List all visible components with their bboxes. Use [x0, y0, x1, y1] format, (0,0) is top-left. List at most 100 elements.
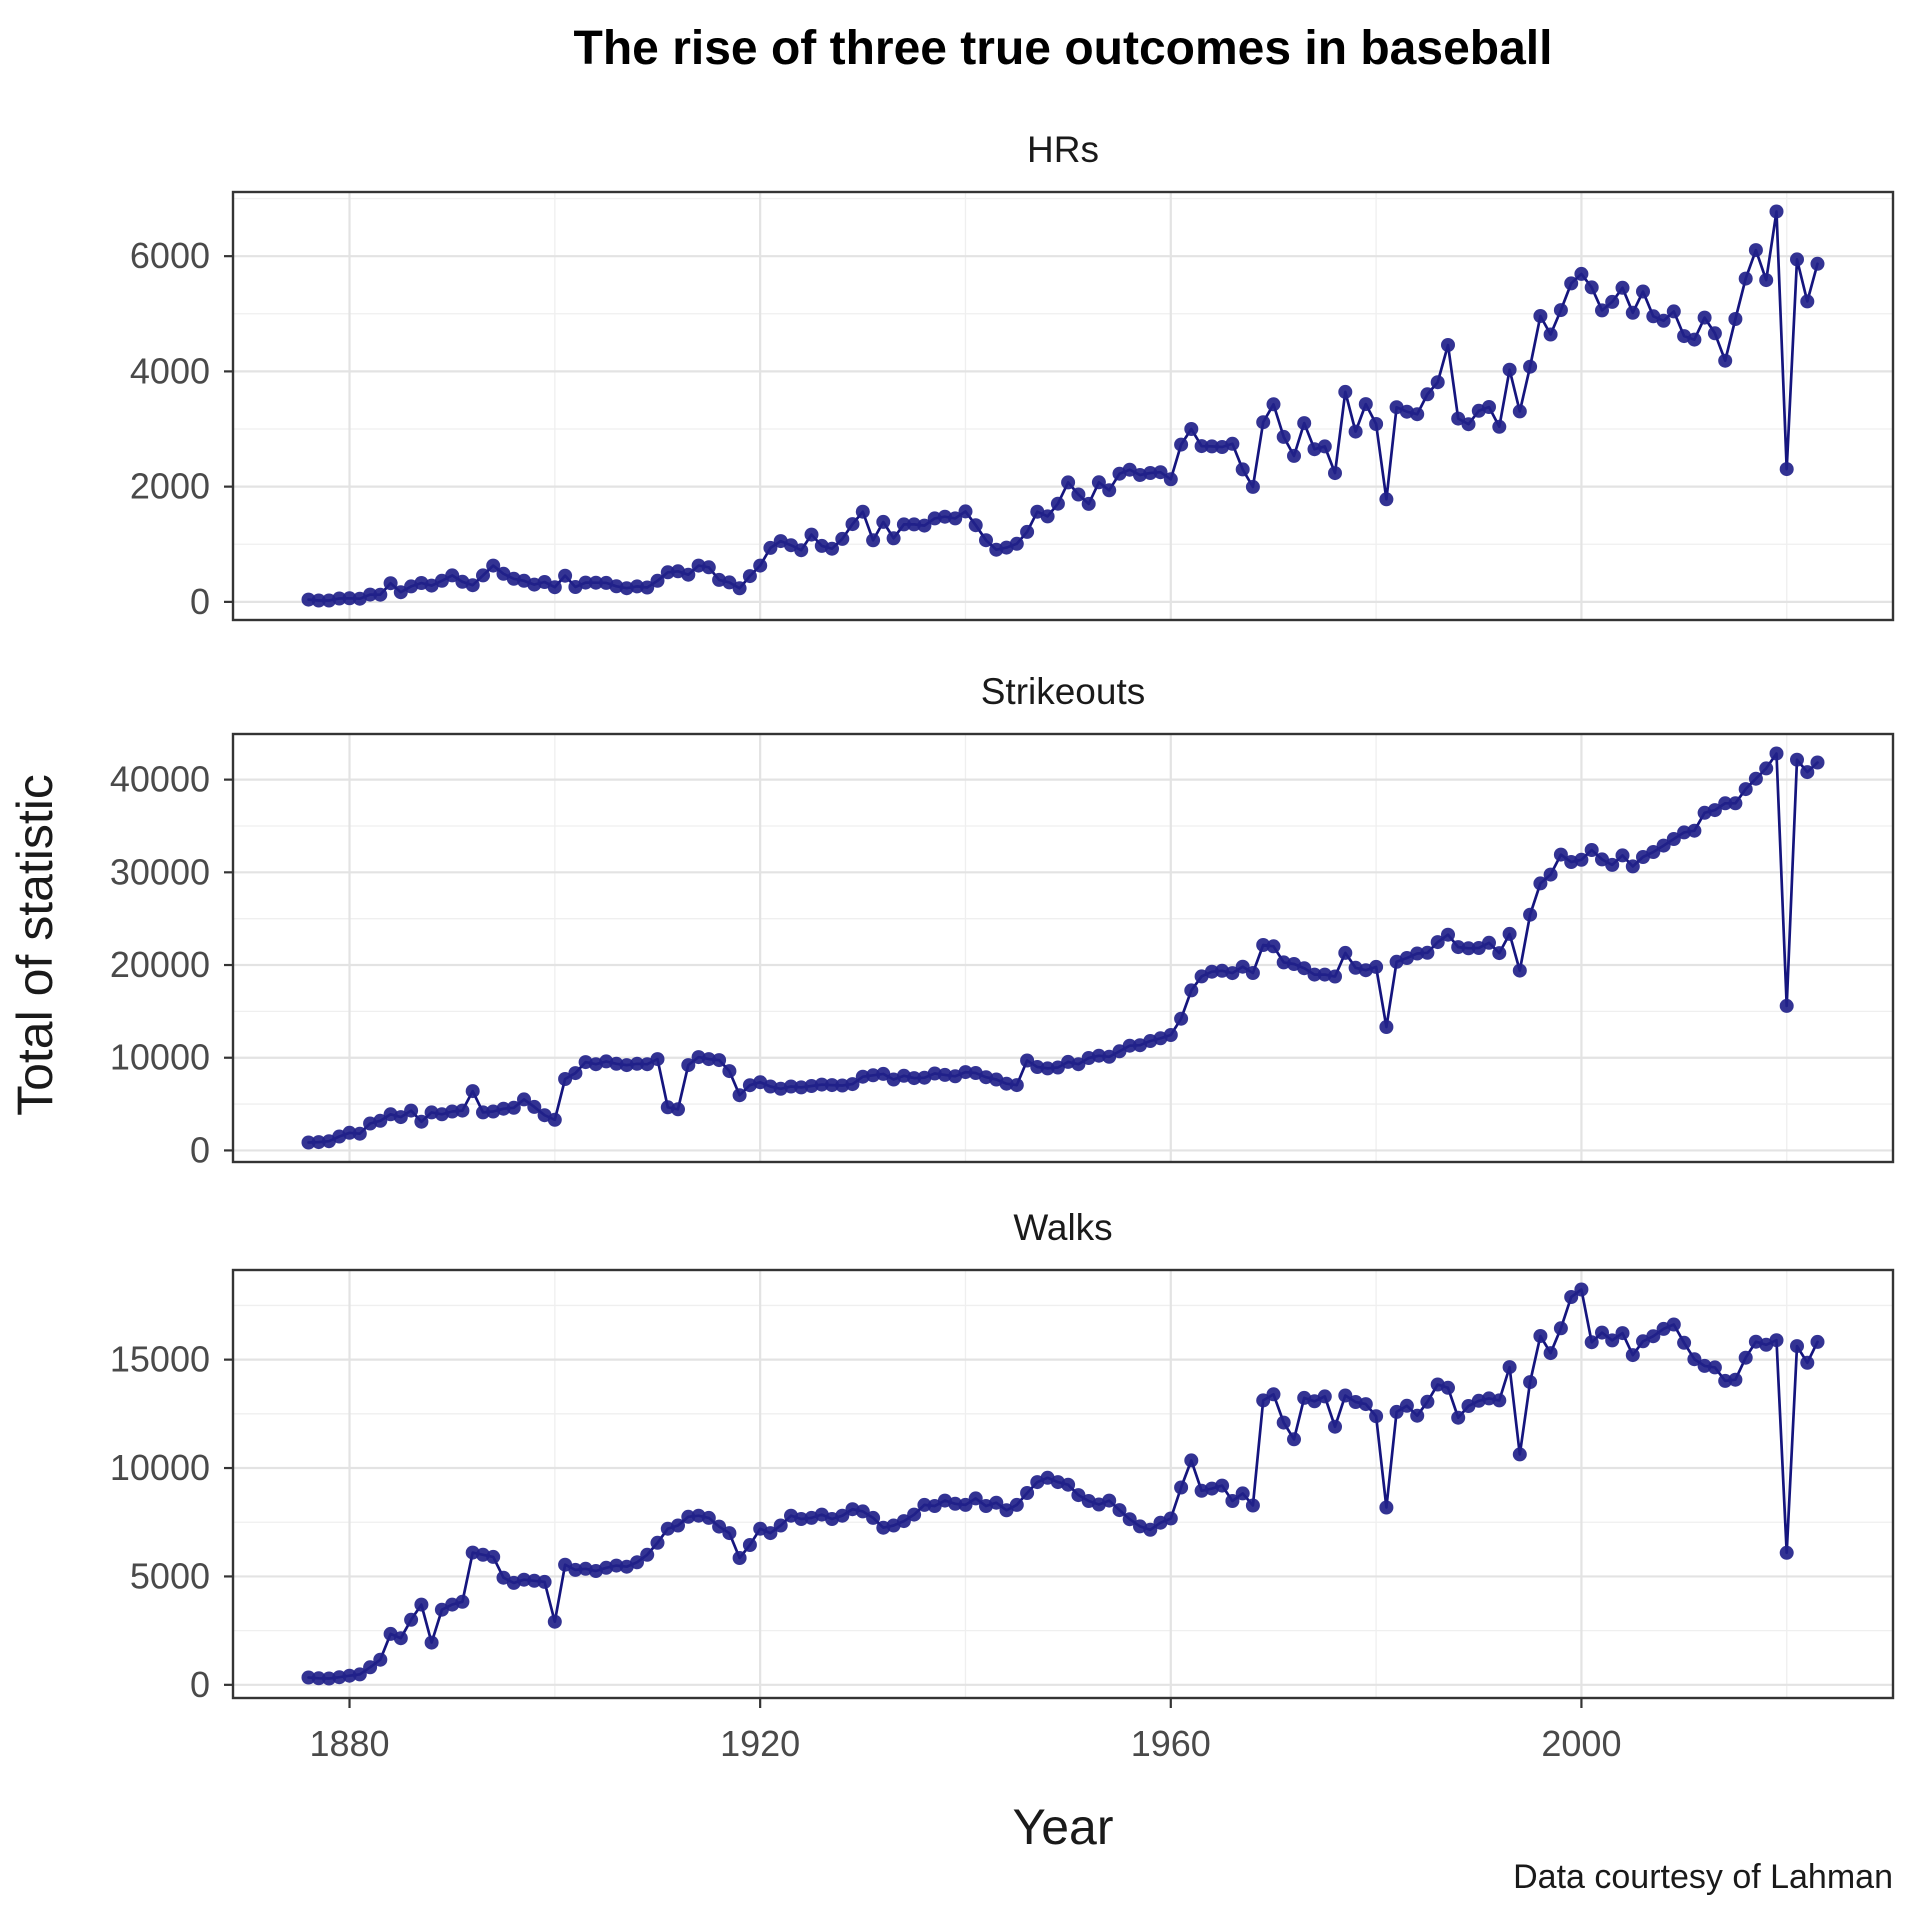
data-point — [1564, 1290, 1579, 1304]
data-point — [927, 1066, 942, 1081]
data-point — [558, 1557, 573, 1572]
data-point — [1523, 359, 1538, 374]
data-point — [1204, 964, 1219, 979]
data-point — [1738, 1350, 1753, 1365]
data-point — [1759, 273, 1774, 288]
data-point — [619, 1058, 634, 1073]
data-point — [547, 1112, 562, 1127]
data-point — [1040, 1061, 1055, 1076]
data-point — [1441, 1380, 1455, 1395]
data-point — [414, 1597, 429, 1612]
data-point — [1102, 483, 1117, 498]
data-point — [1759, 761, 1774, 776]
data-point — [1461, 417, 1476, 432]
data-point — [1112, 1044, 1127, 1059]
data-point — [1112, 1503, 1127, 1518]
data-point — [968, 518, 983, 533]
data-point — [373, 587, 388, 602]
data-point — [465, 1084, 480, 1099]
data-point — [1810, 256, 1825, 271]
data-point — [640, 1547, 655, 1562]
data-point — [568, 1562, 583, 1577]
data-point — [1122, 1038, 1137, 1053]
data-point — [476, 1105, 490, 1120]
data-point — [527, 1573, 542, 1588]
data-point — [742, 569, 757, 584]
data-point — [486, 1549, 501, 1564]
data-point — [1800, 1355, 1815, 1370]
data-point — [1625, 305, 1640, 320]
data-point — [1266, 939, 1281, 954]
data-point — [373, 1652, 388, 1667]
data-point — [712, 1519, 727, 1534]
data-point — [1379, 1500, 1394, 1515]
data-point — [784, 1079, 798, 1094]
y-tick-label: 40000 — [110, 759, 210, 800]
data-point — [1769, 1333, 1784, 1348]
data-point — [609, 1056, 624, 1071]
data-point — [1256, 415, 1271, 430]
data-point — [1553, 847, 1568, 862]
data-point — [1656, 313, 1671, 328]
data-point — [958, 504, 973, 519]
data-point — [1204, 439, 1219, 454]
data-point — [1225, 966, 1240, 981]
data-point — [1615, 280, 1630, 295]
data-point — [681, 1509, 696, 1524]
data-point — [311, 1135, 326, 1150]
data-point — [1215, 1478, 1230, 1493]
data-point — [496, 1570, 511, 1585]
data-point — [630, 579, 644, 594]
data-point — [1297, 416, 1312, 431]
series-line-hrs — [307, 210, 1819, 602]
panel-border — [231, 1268, 1895, 1700]
data-point — [1707, 326, 1722, 341]
data-point — [681, 1058, 696, 1073]
data-point — [1287, 1432, 1301, 1447]
data-point — [393, 585, 408, 600]
data-point — [1163, 1028, 1178, 1042]
data-point — [1482, 935, 1496, 950]
data-point — [1502, 926, 1517, 941]
data-point — [434, 573, 449, 588]
y-tick-label: 20000 — [110, 944, 210, 985]
data-point — [1810, 755, 1825, 770]
data-point — [1584, 280, 1599, 295]
data-point — [650, 1052, 665, 1067]
data-point — [517, 1572, 531, 1587]
data-point — [558, 1072, 573, 1086]
data-point — [1512, 963, 1527, 978]
data-point — [1605, 1333, 1620, 1348]
data-point — [732, 1088, 747, 1103]
data-point — [1235, 959, 1250, 974]
data-point — [1707, 1360, 1722, 1375]
data-point — [1800, 765, 1815, 780]
data-point — [948, 1496, 963, 1511]
data-point — [968, 1491, 983, 1506]
data-point — [1276, 1415, 1291, 1430]
data-point — [1482, 400, 1496, 414]
data-point — [1379, 492, 1394, 507]
data-point — [1790, 752, 1804, 767]
data-point — [1225, 1494, 1240, 1508]
data-point — [1225, 436, 1240, 451]
data-point — [1492, 1393, 1507, 1408]
data-point — [794, 1512, 809, 1526]
data-point — [1091, 475, 1106, 490]
data-point — [1769, 746, 1784, 761]
data-point — [1348, 424, 1363, 439]
data-point — [1646, 845, 1661, 859]
data-point — [1338, 945, 1353, 960]
data-point — [1697, 310, 1712, 325]
data-point — [896, 517, 911, 532]
data-point — [1523, 907, 1538, 922]
data-point — [907, 517, 922, 532]
data-point — [445, 1104, 460, 1119]
y-tick-label: 10000 — [110, 1447, 210, 1488]
data-point — [1779, 998, 1794, 1013]
facet-strip-walks: Walks — [1013, 1207, 1112, 1248]
data-point — [373, 1113, 388, 1128]
data-point — [1451, 411, 1466, 426]
data-point — [907, 1071, 922, 1086]
data-point — [855, 1069, 870, 1084]
